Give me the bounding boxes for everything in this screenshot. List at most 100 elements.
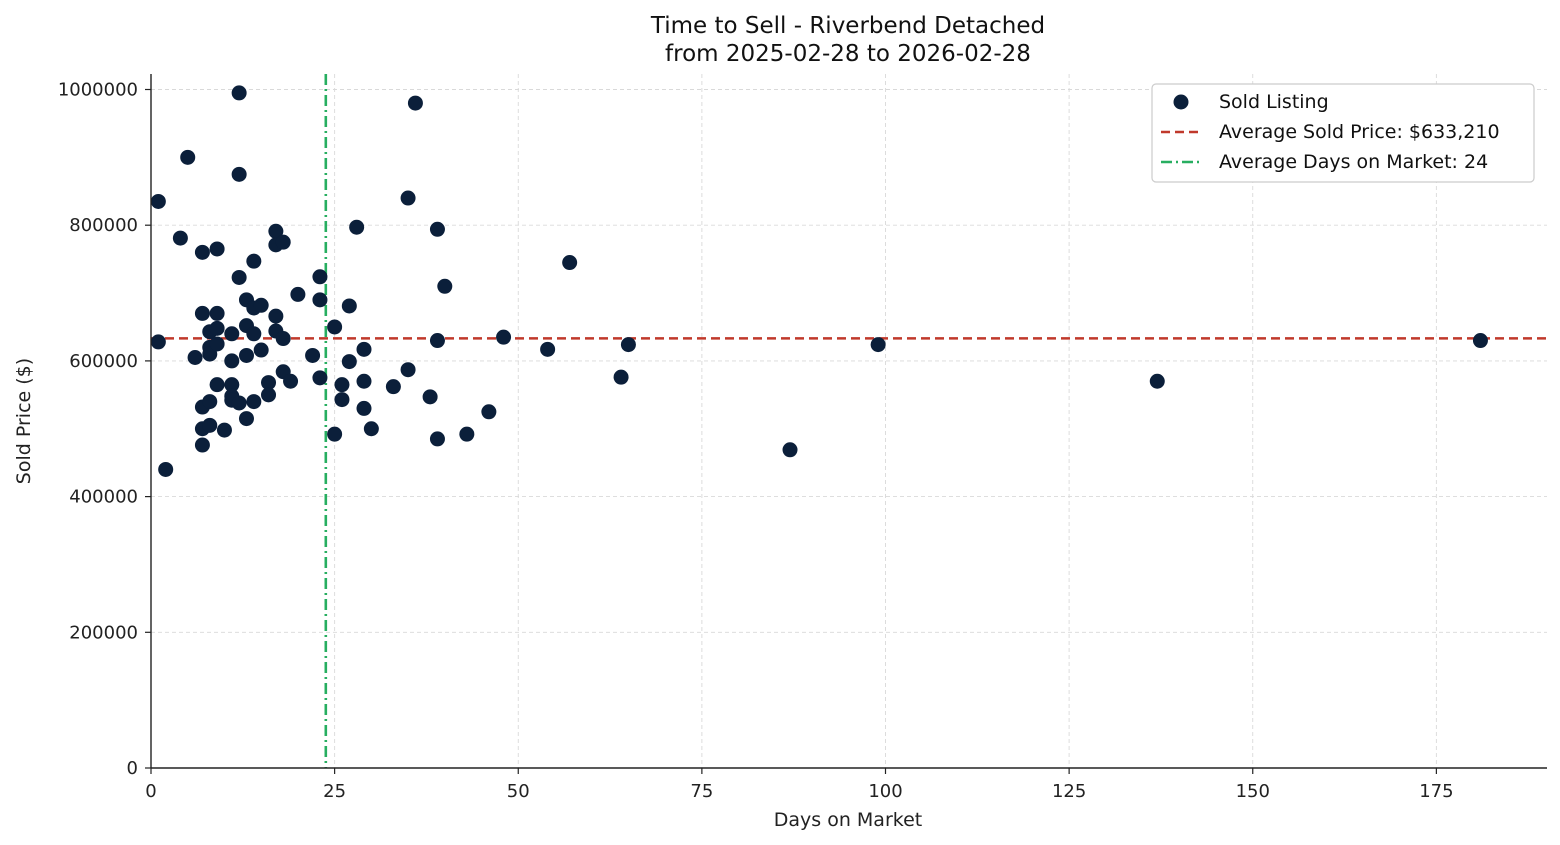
legend: Sold Listing Average Sold Price: $633,21…: [1151, 83, 1535, 183]
data-point: [202, 417, 218, 433]
legend-label-sold: Sold Listing: [1219, 91, 1329, 113]
data-point: [349, 219, 365, 235]
data-point: [187, 350, 203, 366]
data-point: [253, 342, 269, 358]
data-point: [385, 379, 401, 395]
data-point: [356, 373, 372, 389]
data-point: [1472, 333, 1488, 349]
data-points: [150, 85, 1488, 477]
data-point: [231, 85, 247, 101]
grid: [151, 74, 1547, 768]
data-point: [327, 426, 343, 442]
data-point: [400, 362, 416, 378]
data-point: [327, 319, 343, 335]
data-point: [613, 369, 629, 385]
data-point: [429, 431, 445, 447]
data-point: [209, 336, 225, 352]
data-point: [429, 333, 445, 349]
data-point: [209, 320, 225, 336]
data-point: [261, 387, 277, 403]
chart-title: Time to Sell - Riverbend Detached: [650, 13, 1045, 39]
data-point: [216, 422, 232, 438]
x-tick-label: 175: [1419, 781, 1453, 802]
y-tick-label: 0: [127, 758, 138, 779]
data-point: [356, 400, 372, 416]
data-point: [363, 421, 379, 437]
data-point: [261, 375, 277, 391]
data-point: [341, 354, 357, 370]
y-tick-label: 800000: [69, 215, 138, 236]
data-point: [194, 244, 210, 260]
y-tick-label: 600000: [69, 351, 138, 372]
data-point: [540, 341, 556, 357]
chart-subtitle: from 2025-02-28 to 2026-02-28: [665, 41, 1031, 67]
reference-lines: [151, 74, 1547, 768]
data-point: [334, 392, 350, 408]
data-point: [224, 326, 240, 342]
data-point: [268, 308, 284, 324]
data-point: [231, 269, 247, 285]
data-point: [356, 341, 372, 357]
data-point: [312, 292, 328, 308]
data-point: [496, 329, 512, 345]
x-tick-label: 50: [507, 781, 530, 802]
data-point: [481, 404, 497, 420]
data-point: [246, 394, 262, 410]
data-point: [209, 241, 225, 257]
data-point: [620, 337, 636, 353]
legend-marker-sold: [1173, 94, 1189, 110]
data-point: [150, 334, 166, 350]
legend-label-avg-price: Average Sold Price: $633,210: [1219, 121, 1500, 143]
data-point: [231, 166, 247, 182]
data-point: [1149, 373, 1165, 389]
data-point: [562, 255, 578, 271]
data-point: [268, 223, 284, 239]
data-point: [238, 411, 254, 427]
data-point: [224, 353, 240, 369]
data-point: [202, 394, 218, 410]
data-point: [437, 278, 453, 294]
x-tick-label: 0: [145, 781, 156, 802]
y-tick-label: 1000000: [58, 80, 138, 101]
data-point: [275, 331, 291, 347]
data-point: [231, 395, 247, 411]
data-point: [782, 442, 798, 458]
x-tick-label: 100: [868, 781, 902, 802]
data-point: [150, 193, 166, 209]
data-point: [407, 95, 423, 111]
data-point: [870, 337, 886, 353]
data-point: [246, 326, 262, 342]
legend-label-avg-days: Average Days on Market: 24: [1219, 151, 1488, 173]
data-point: [224, 377, 240, 393]
data-point: [158, 461, 174, 477]
data-point: [253, 297, 269, 313]
data-point: [341, 298, 357, 314]
ticks: 0 25 50 75 100 125 150 175 0 200000 400000 600000 80…: [58, 80, 1454, 803]
data-point: [334, 377, 350, 393]
data-point: [312, 370, 328, 386]
x-axis-label: Days on Market: [774, 809, 922, 831]
x-tick-label: 75: [690, 781, 713, 802]
data-point: [283, 373, 299, 389]
y-axis-label: Sold Price ($): [13, 358, 35, 484]
data-point: [194, 437, 210, 453]
legend-box: [1151, 83, 1535, 183]
data-point: [209, 305, 225, 321]
data-point: [172, 230, 188, 246]
data-point: [275, 234, 291, 250]
data-point: [246, 253, 262, 269]
x-tick-label: 25: [323, 781, 346, 802]
data-point: [290, 286, 306, 302]
data-point: [180, 149, 196, 165]
data-point: [429, 221, 445, 237]
x-tick-label: 150: [1236, 781, 1270, 802]
axes: [150, 74, 1547, 769]
x-tick-label: 125: [1052, 781, 1086, 802]
data-point: [459, 426, 475, 442]
data-point: [400, 190, 416, 206]
data-point: [238, 347, 254, 363]
data-point: [312, 269, 328, 285]
data-point: [305, 347, 321, 363]
data-point: [422, 389, 438, 405]
